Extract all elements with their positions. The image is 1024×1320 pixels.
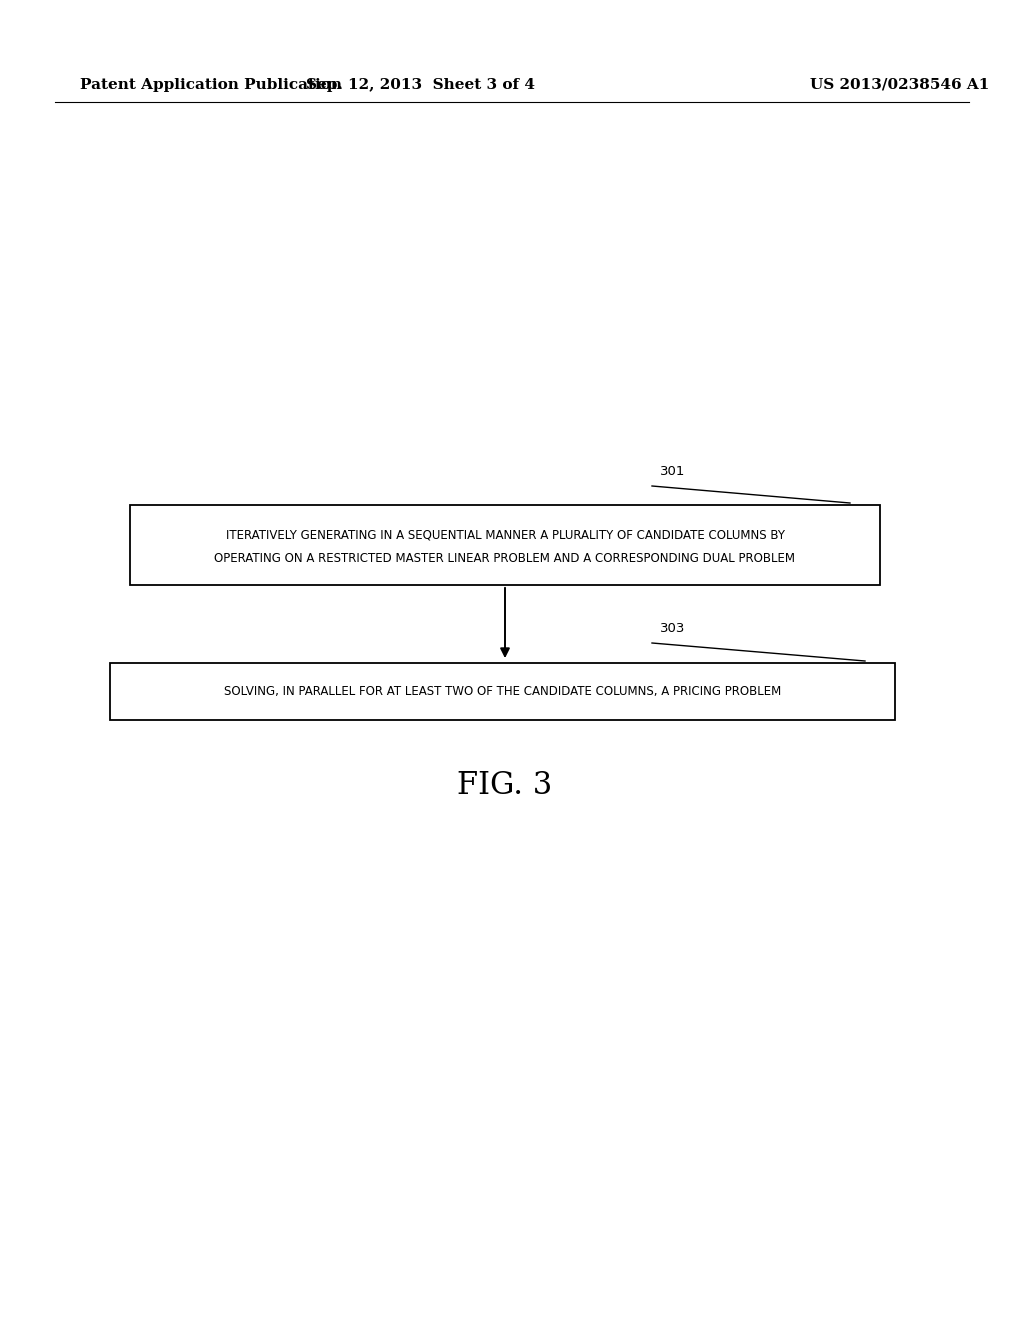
Bar xyxy=(130,506,880,585)
Text: ITERATIVELY GENERATING IN A SEQUENTIAL MANNER A PLURALITY OF CANDIDATE COLUMNS B: ITERATIVELY GENERATING IN A SEQUENTIAL M… xyxy=(225,528,784,541)
Text: OPERATING ON A RESTRICTED MASTER LINEAR PROBLEM AND A CORRESPONDING DUAL PROBLEM: OPERATING ON A RESTRICTED MASTER LINEAR … xyxy=(214,553,796,565)
Bar xyxy=(110,663,895,719)
Text: SOLVING, IN PARALLEL FOR AT LEAST TWO OF THE CANDIDATE COLUMNS, A PRICING PROBLE: SOLVING, IN PARALLEL FOR AT LEAST TWO OF… xyxy=(224,685,781,698)
Text: 301: 301 xyxy=(660,465,685,478)
Text: 303: 303 xyxy=(660,622,685,635)
Text: US 2013/0238546 A1: US 2013/0238546 A1 xyxy=(810,78,989,92)
Text: Sep. 12, 2013  Sheet 3 of 4: Sep. 12, 2013 Sheet 3 of 4 xyxy=(305,78,535,92)
Text: Patent Application Publication: Patent Application Publication xyxy=(80,78,342,92)
Text: FIG. 3: FIG. 3 xyxy=(458,770,553,800)
